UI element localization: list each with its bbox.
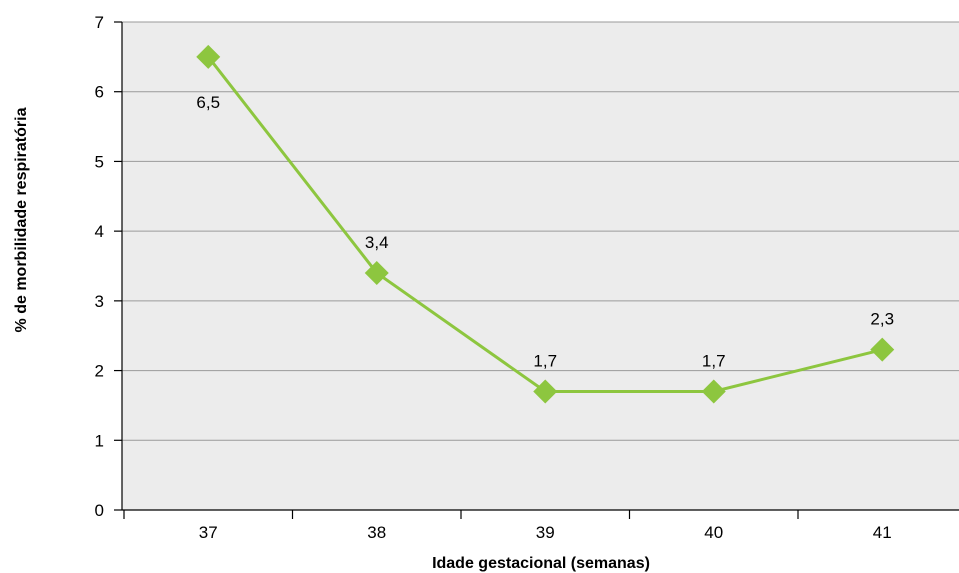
data-point-marker (196, 44, 221, 69)
y-tick-label: 5 (95, 152, 104, 171)
x-tick-label: 37 (199, 523, 218, 542)
data-label: 6,5 (196, 93, 220, 112)
data-point-marker (870, 337, 895, 362)
data-label: 1,7 (702, 351, 726, 370)
data-labels: 6,5 3,4 1,7 1,7 2,3 (196, 93, 894, 371)
x-tick-label: 38 (367, 523, 386, 542)
x-tick-label: 41 (873, 523, 892, 542)
y-tick-label: 6 (95, 83, 104, 102)
x-tick-labels: 37 38 39 40 41 (199, 523, 892, 542)
data-markers (196, 44, 895, 404)
y-tick-labels: 0 1 2 3 4 5 6 7 (95, 13, 104, 520)
y-axis-title: % de morbilidade respiratória (13, 107, 30, 332)
y-tick-label: 3 (95, 292, 104, 311)
axes (114, 21, 959, 519)
x-tick-label: 39 (536, 523, 555, 542)
y-tick-label: 2 (95, 362, 104, 381)
y-tick-label: 0 (95, 501, 104, 520)
data-label: 2,3 (870, 310, 894, 329)
data-point-marker (533, 379, 558, 404)
x-axis-title: Idade gestacional (semanas) (432, 555, 650, 572)
data-point-marker (701, 379, 726, 404)
plot-area (122, 22, 959, 510)
y-tick-label: 7 (95, 13, 104, 32)
data-label: 1,7 (533, 351, 557, 370)
y-tick-label: 1 (95, 431, 104, 450)
data-label: 3,4 (365, 233, 389, 252)
data-point-marker (364, 260, 389, 285)
x-tick-label: 40 (704, 523, 723, 542)
gridlines (122, 21, 959, 441)
y-tick-label: 4 (95, 222, 104, 241)
